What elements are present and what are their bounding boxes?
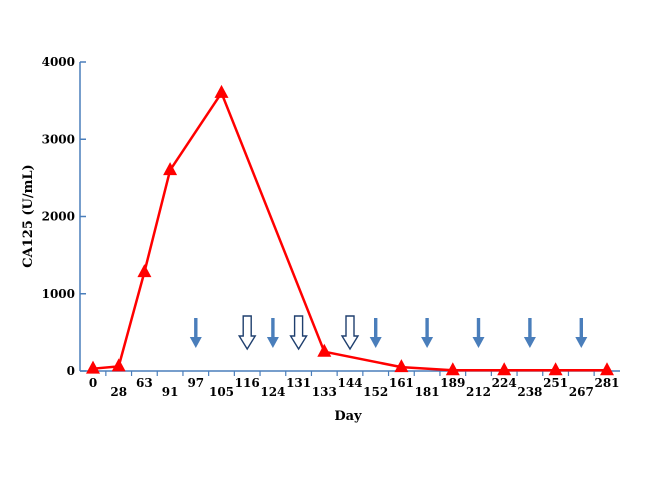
- data-point-marker: [163, 162, 178, 176]
- x-tick-label: 91: [162, 385, 179, 399]
- hollow-arrow: [340, 315, 360, 351]
- data-point-marker: [111, 358, 126, 372]
- x-axis-label: Day: [334, 409, 362, 424]
- data-point-marker: [137, 264, 152, 278]
- filled-arrow: [369, 318, 382, 348]
- filled-arrow: [421, 318, 434, 348]
- filled-arrow: [523, 318, 536, 348]
- data-point-marker: [86, 360, 100, 374]
- treatment-arrows: [189, 315, 588, 351]
- x-tick-label: 161: [389, 376, 414, 390]
- data-point-marker: [394, 359, 409, 373]
- series-layer: [86, 84, 614, 376]
- data-point-marker: [548, 362, 563, 376]
- x-tick-label: 267: [569, 385, 594, 399]
- filled-arrow: [266, 318, 279, 348]
- filled-arrow: [472, 318, 485, 348]
- x-tick-label: 63: [136, 376, 153, 390]
- data-point-marker: [600, 362, 614, 376]
- y-ticks: 0 1000 2000 3000 4000: [42, 55, 86, 378]
- x-tick-label: 28: [110, 385, 127, 399]
- x-tick-label: 238: [517, 385, 542, 399]
- x-tick-label: 116: [235, 376, 260, 390]
- x-tick-label: 281: [594, 376, 619, 390]
- y-tick-label: 3000: [42, 132, 75, 146]
- hollow-arrow: [237, 315, 257, 351]
- x-tick-label: 144: [337, 376, 362, 390]
- x-tick-label: 224: [492, 376, 517, 390]
- x-ticks: 0286391971051161241311331441521611811892…: [89, 371, 620, 399]
- filled-arrow: [575, 318, 588, 348]
- x-tick-label: 189: [440, 376, 465, 390]
- data-point-marker: [317, 343, 332, 357]
- filled-arrow: [189, 318, 202, 348]
- y-tick-label: 1000: [42, 287, 75, 301]
- x-tick-label: 181: [415, 385, 440, 399]
- y-tick-label: 2000: [42, 210, 75, 224]
- x-tick-label: 105: [209, 385, 234, 399]
- y-tick-label: 0: [67, 364, 75, 378]
- x-tick-label: 97: [187, 376, 204, 390]
- data-point-marker: [445, 362, 460, 376]
- x-tick-label: 131: [286, 376, 311, 390]
- x-tick-label: 152: [363, 385, 388, 399]
- y-axis-label: CA125 (U/mL): [21, 164, 36, 267]
- x-tick-label: 133: [312, 385, 337, 399]
- x-tick-label: 124: [260, 385, 285, 399]
- hollow-arrow: [289, 315, 308, 351]
- x-tick-label: 212: [466, 385, 491, 399]
- x-tick-label: 0: [89, 376, 97, 390]
- y-tick-label: 4000: [42, 55, 75, 69]
- x-tick-label: 251: [543, 376, 568, 390]
- data-point-marker: [214, 84, 229, 98]
- data-point-marker: [497, 362, 512, 376]
